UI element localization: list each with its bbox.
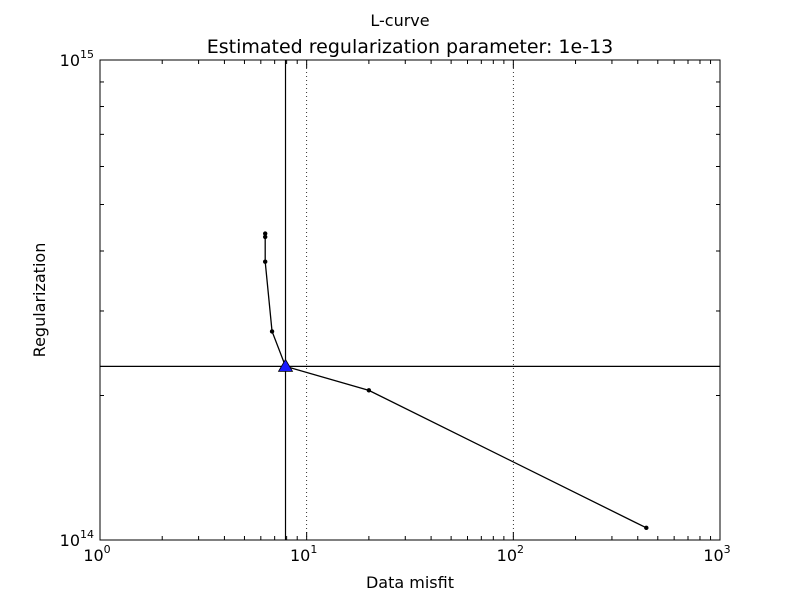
figure-suptitle: L-curve [370,11,429,30]
x-tick-label: 101 [290,543,317,565]
l-curve-point [644,525,649,531]
crosshair-layer [100,60,720,540]
series-layer [262,231,649,531]
selected-point-marker [277,358,294,372]
tick-marks-layer [99,59,721,541]
tick-labels-layer: 100 101 102 103 1014 1015 [60,48,731,565]
l-curve-point [366,388,372,393]
grid-layer [306,60,514,540]
y-tick-label: 1015 [60,48,94,70]
x-tick-label: 100 [83,543,110,565]
y-axis-label: Regularization [30,243,49,358]
l-curve-point [269,329,275,334]
x-tick-label: 102 [497,543,524,565]
l-curve-point [262,231,268,236]
l-curve-line [264,233,647,529]
chart-title: Estimated regularization parameter: 1e-1… [207,36,614,58]
l-curve-point [262,259,268,264]
x-axis-label: Data misfit [366,573,454,592]
l-curve-point [262,234,268,240]
x-tick-label: 103 [703,543,730,565]
y-tick-label: 1014 [60,528,94,550]
plot-area-frame [99,59,721,541]
